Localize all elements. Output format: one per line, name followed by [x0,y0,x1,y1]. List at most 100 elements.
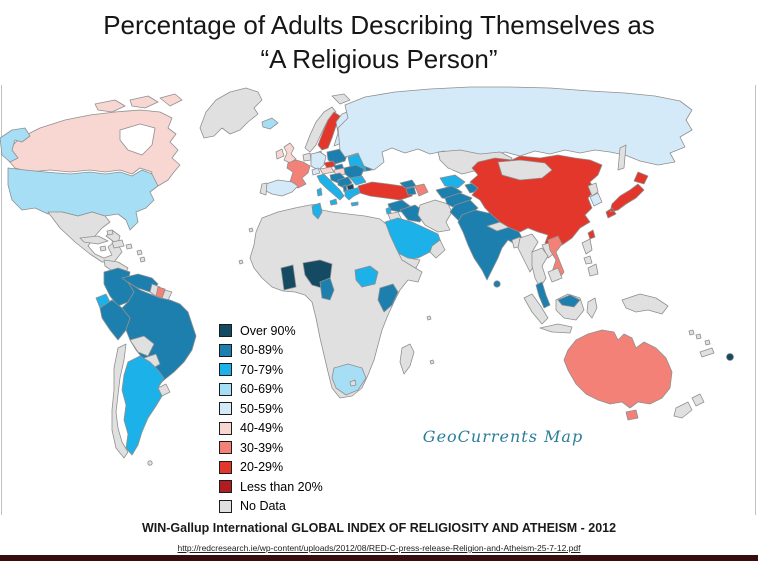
country-svalbard [331,93,351,105]
ocean-islands [238,227,435,365]
country-cuba [79,235,109,245]
legend-row-40-49: 40-49% [219,419,323,439]
country-switzerland [311,167,321,176]
country-turkey [357,181,416,201]
country-new-zealand [673,393,705,419]
map-legend: Over 90% 80-89% 70-79% 60-69% 50-59% 40-… [219,321,323,516]
country-uk [283,142,297,164]
country-bulgaria [349,175,367,186]
country-kenya [377,283,399,313]
title-line-2: “A Religious Person” [260,44,498,75]
country-hispaniola [111,239,125,249]
title-line-1: Percentage of Adults Describing Themselv… [103,10,655,40]
legend-row-no-data: No Data [219,497,323,517]
country-sardinia [316,187,323,197]
legend-swatch-80-89 [219,343,232,357]
country-sumatra [523,293,549,325]
country-lebanon [385,206,392,215]
legend-label: Over 90% [240,323,296,338]
country-south-africa [331,363,367,396]
country-fiji [726,353,734,361]
country-iceland [261,117,279,130]
country-tasmania [625,409,639,421]
country-taiwan [587,229,596,240]
legend-swatch-less-20 [219,480,232,494]
country-canada-arctic-islands [94,93,183,113]
map-right-border [755,85,756,515]
country-austria [319,166,335,175]
country-iran [417,199,453,233]
country-china [469,154,603,249]
country-south-korea [589,192,603,207]
legend-row-over-90: Over 90% [219,321,323,341]
country-sakhalin [617,144,627,171]
world-map [0,86,734,466]
hudson-bay [119,123,156,156]
legend-swatch-40-49 [219,421,232,435]
country-mexico [47,211,123,263]
legend-label: 60-69% [240,382,284,397]
country-sicily [329,198,338,206]
country-brazil [121,281,197,389]
legend-label: 20-29% [240,460,284,475]
country-new-caledonia [699,347,715,358]
legend-row-50-59: 50-59% [219,399,323,419]
country-north-korea [587,182,599,197]
legend-swatch-70-79 [219,363,232,377]
map-left-border [1,85,2,515]
page-title: Percentage of Adults Describing Themselv… [0,8,758,77]
country-greece [344,186,363,201]
country-greenland [199,87,263,139]
legend-swatch-60-69 [219,382,232,396]
country-ireland [275,148,285,160]
legend-row-80-89: 80-89% [219,341,323,361]
legend-swatch-30-39 [219,441,232,455]
legend-label: 40-49% [240,421,284,436]
country-bolivia [129,335,155,357]
country-germany [310,151,327,171]
legend-swatch-no-data [219,499,232,513]
legend-row-30-39: 30-39% [219,438,323,458]
aral-sea [445,169,453,175]
legend-row-20-29: 20-29% [219,458,323,478]
legend-row-70-79: 70-79% [219,360,323,380]
country-tunisia [311,202,323,220]
country-philippines [581,238,599,277]
country-oman [429,239,446,259]
country-cambodia [547,267,563,283]
country-ghana [280,264,297,291]
legend-label: 80-89% [240,343,284,358]
country-portugal [259,182,268,196]
country-crete [350,201,359,207]
country-italy [316,173,345,201]
country-norway [304,106,337,153]
country-azerbaijan [414,183,429,197]
legend-label: Less than 20% [240,479,323,494]
country-france [286,159,311,189]
country-vietnam [547,235,565,281]
country-usa [7,167,159,231]
source-url-link[interactable]: http://redcresearch.ie/wp-content/upload… [177,543,581,553]
legend-label: 70-79% [240,362,284,377]
country-cameroon [319,277,335,301]
footer-source-text: WIN-Gallup International GLOBAL INDEX OF… [141,521,617,535]
country-argentina [121,355,165,456]
country-japan [605,171,649,219]
country-benelux [302,152,312,162]
country-malaysia-borneo [557,294,581,308]
legend-swatch-20-29 [219,460,232,474]
legend-row-60-69: 60-69% [219,380,323,400]
country-russia [337,86,693,171]
country-uzbekistan [439,174,466,189]
legend-label: 30-39% [240,440,284,455]
bottom-accent-bar [0,555,758,561]
legend-label: No Data [240,499,286,514]
pacific-islands [688,329,711,346]
caribbean-islands [99,229,146,263]
country-mongolia [497,159,553,181]
country-south-sudan [354,265,379,288]
country-sri-lanka [493,280,501,288]
legend-row-less-20: Less than 20% [219,477,323,497]
legend-swatch-over-90 [219,324,232,338]
country-falklands [147,460,153,466]
